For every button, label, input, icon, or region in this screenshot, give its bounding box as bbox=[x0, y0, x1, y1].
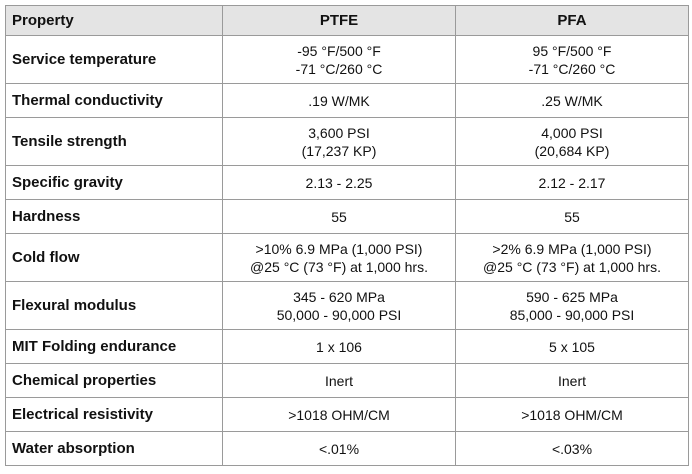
value-cell: 1 x 106 bbox=[222, 329, 456, 364]
value-line: Inert bbox=[324, 372, 353, 389]
table-row: Flexural modulus 345 - 620 MPa 50,000 - 90… bbox=[5, 281, 689, 330]
value-line: -71 °C/260 °C bbox=[528, 60, 616, 77]
value-cell: >2% 6.9 MPa (1,000 PSI) @25 °C (73 °F) at… bbox=[455, 233, 689, 282]
value-cell: 2.13 - 2.25 bbox=[222, 165, 456, 200]
value-cell: .25 W/MK bbox=[455, 83, 689, 118]
table-row: Thermal conductivity .19 W/MK .25 W/MK bbox=[5, 83, 689, 118]
value-line: 50,000 - 90,000 PSI bbox=[276, 306, 402, 323]
value-cell: 2.12 - 2.17 bbox=[455, 165, 689, 200]
table-row: Hardness 55 55 bbox=[5, 199, 689, 234]
header-cell: PFA bbox=[455, 5, 689, 36]
value-line: 85,000 - 90,000 PSI bbox=[509, 306, 635, 323]
value-cell: 55 bbox=[455, 199, 689, 234]
value-line: 4,000 PSI bbox=[541, 124, 603, 141]
table-row: Water absorption <.01% <.03% bbox=[5, 431, 689, 466]
value-line: <.03% bbox=[551, 440, 593, 457]
property-cell: Specific gravity bbox=[5, 165, 223, 200]
value-cell: 345 - 620 MPa 50,000 - 90,000 PSI bbox=[222, 281, 456, 330]
value-line: >10% 6.9 MPa (1,000 PSI) bbox=[255, 240, 423, 257]
value-line: 5 x 105 bbox=[549, 338, 595, 355]
value-cell: 55 bbox=[222, 199, 456, 234]
property-cell: Water absorption bbox=[5, 431, 223, 466]
value-line: 590 - 625 MPa bbox=[526, 288, 618, 305]
property-cell: Flexural modulus bbox=[5, 281, 223, 330]
value-cell: .19 W/MK bbox=[222, 83, 456, 118]
value-line: Inert bbox=[557, 372, 586, 389]
value-line: (17,237 KP) bbox=[301, 142, 377, 159]
value-cell: Inert bbox=[455, 363, 689, 398]
value-cell: 95 °F/500 °F -71 °C/260 °C bbox=[455, 35, 689, 84]
property-cell: Chemical properties bbox=[5, 363, 223, 398]
table-row: Cold flow >10% 6.9 MPa (1,000 PSI) @25 °C … bbox=[5, 233, 689, 282]
property-cell: MIT Folding endurance bbox=[5, 329, 223, 364]
value-line: 345 - 620 MPa bbox=[293, 288, 385, 305]
value-line: >2% 6.9 MPa (1,000 PSI) bbox=[492, 240, 652, 257]
property-cell: Service temperature bbox=[5, 35, 223, 84]
value-cell: 4,000 PSI (20,684 KP) bbox=[455, 117, 689, 166]
value-cell: <.03% bbox=[455, 431, 689, 466]
value-line: 2.13 - 2.25 bbox=[305, 174, 373, 191]
value-cell: Inert bbox=[222, 363, 456, 398]
value-cell: 590 - 625 MPa 85,000 - 90,000 PSI bbox=[455, 281, 689, 330]
value-line: 1 x 106 bbox=[316, 338, 362, 355]
value-line: >1018 OHM/CM bbox=[521, 406, 623, 423]
value-line: 3,600 PSI bbox=[308, 124, 370, 141]
table-row: MIT Folding endurance 1 x 106 5 x 105 bbox=[5, 329, 689, 364]
value-line: (20,684 KP) bbox=[534, 142, 610, 159]
table-row: Tensile strength 3,600 PSI (17,237 KP) 4,00… bbox=[5, 117, 689, 166]
value-line: .19 W/MK bbox=[308, 92, 370, 109]
value-line: -95 °F/500 °F bbox=[297, 42, 381, 59]
table-row: Chemical properties Inert Inert bbox=[5, 363, 689, 398]
value-line: @25 °C (73 °F) at 1,000 hrs. bbox=[483, 258, 661, 275]
value-line: 55 bbox=[331, 208, 347, 225]
table-row: Electrical resistivity >1018 OHM/CM >1018 … bbox=[5, 397, 689, 432]
property-cell: Electrical resistivity bbox=[5, 397, 223, 432]
value-line: >1018 OHM/CM bbox=[288, 406, 390, 423]
value-cell: >1018 OHM/CM bbox=[455, 397, 689, 432]
property-cell: Cold flow bbox=[5, 233, 223, 282]
properties-table: Property PTFE PFA Service temperature -95 °… bbox=[5, 5, 689, 466]
value-line: 55 bbox=[564, 208, 580, 225]
header-row: Property PTFE PFA bbox=[5, 5, 689, 36]
header-cell: PTFE bbox=[222, 5, 456, 36]
value-line: 95 °F/500 °F bbox=[532, 42, 612, 59]
value-cell: <.01% bbox=[222, 431, 456, 466]
property-cell: Thermal conductivity bbox=[5, 83, 223, 118]
value-cell: 5 x 105 bbox=[455, 329, 689, 364]
property-cell: Tensile strength bbox=[5, 117, 223, 166]
header-cell: Property bbox=[5, 5, 223, 36]
property-cell: Hardness bbox=[5, 199, 223, 234]
table-body: Service temperature -95 °F/500 °F -71 °C/2… bbox=[5, 35, 689, 466]
value-cell: >10% 6.9 MPa (1,000 PSI) @25 °C (73 °F) a… bbox=[222, 233, 456, 282]
value-line: -71 °C/260 °C bbox=[295, 60, 383, 77]
table-row: Service temperature -95 °F/500 °F -71 °C/2… bbox=[5, 35, 689, 84]
value-cell: 3,600 PSI (17,237 KP) bbox=[222, 117, 456, 166]
value-cell: >1018 OHM/CM bbox=[222, 397, 456, 432]
value-line: 2.12 - 2.17 bbox=[538, 174, 606, 191]
value-line: .25 W/MK bbox=[541, 92, 603, 109]
value-line: <.01% bbox=[318, 440, 360, 457]
value-line: @25 °C (73 °F) at 1,000 hrs. bbox=[250, 258, 428, 275]
value-cell: -95 °F/500 °F -71 °C/260 °C bbox=[222, 35, 456, 84]
table-row: Specific gravity 2.13 - 2.25 2.12 - 2.17 bbox=[5, 165, 689, 200]
